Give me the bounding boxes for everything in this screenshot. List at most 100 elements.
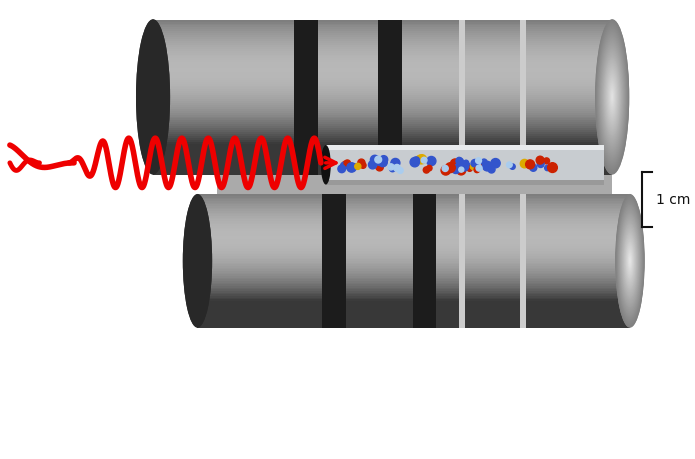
Polygon shape — [197, 212, 630, 213]
Polygon shape — [153, 168, 612, 169]
Polygon shape — [153, 73, 612, 75]
Circle shape — [510, 164, 515, 170]
Ellipse shape — [183, 195, 212, 328]
Ellipse shape — [607, 74, 617, 121]
Polygon shape — [197, 271, 630, 273]
Polygon shape — [153, 50, 612, 51]
Ellipse shape — [603, 57, 621, 138]
Polygon shape — [153, 142, 612, 145]
Circle shape — [543, 158, 550, 164]
Polygon shape — [326, 180, 604, 185]
Polygon shape — [153, 102, 612, 104]
Circle shape — [548, 163, 557, 173]
Circle shape — [442, 166, 448, 172]
Circle shape — [491, 159, 500, 168]
Circle shape — [488, 167, 495, 174]
Polygon shape — [153, 145, 612, 146]
Polygon shape — [197, 252, 630, 253]
Ellipse shape — [597, 29, 627, 166]
Ellipse shape — [625, 238, 635, 284]
Ellipse shape — [598, 34, 626, 162]
Circle shape — [418, 156, 425, 163]
Ellipse shape — [596, 22, 629, 174]
Ellipse shape — [628, 250, 632, 273]
Ellipse shape — [616, 197, 644, 325]
Ellipse shape — [620, 217, 640, 307]
Polygon shape — [197, 297, 630, 298]
Ellipse shape — [600, 40, 625, 155]
Polygon shape — [197, 290, 630, 291]
Polygon shape — [153, 42, 612, 44]
Ellipse shape — [621, 218, 639, 303]
Polygon shape — [153, 92, 612, 94]
Polygon shape — [294, 21, 318, 175]
Ellipse shape — [605, 62, 620, 133]
Ellipse shape — [615, 195, 645, 328]
Polygon shape — [153, 127, 612, 129]
Polygon shape — [153, 131, 612, 133]
Polygon shape — [197, 293, 630, 295]
Circle shape — [413, 157, 419, 164]
Polygon shape — [197, 260, 630, 262]
Ellipse shape — [628, 253, 632, 269]
Ellipse shape — [598, 33, 626, 162]
Polygon shape — [153, 129, 612, 131]
Ellipse shape — [619, 208, 641, 314]
Circle shape — [537, 161, 544, 168]
Ellipse shape — [624, 233, 636, 289]
Ellipse shape — [597, 28, 628, 168]
Ellipse shape — [607, 78, 616, 118]
Polygon shape — [153, 86, 612, 88]
Polygon shape — [153, 169, 612, 172]
Circle shape — [474, 168, 480, 173]
Ellipse shape — [603, 54, 622, 142]
Ellipse shape — [600, 45, 624, 150]
Circle shape — [388, 164, 394, 171]
Polygon shape — [197, 258, 630, 260]
Polygon shape — [197, 255, 630, 257]
Ellipse shape — [598, 32, 627, 164]
Polygon shape — [197, 326, 630, 328]
Polygon shape — [153, 121, 612, 123]
Ellipse shape — [609, 84, 615, 112]
Polygon shape — [197, 302, 630, 303]
Ellipse shape — [619, 208, 641, 315]
Polygon shape — [153, 100, 612, 102]
Polygon shape — [197, 195, 630, 196]
Ellipse shape — [618, 207, 642, 316]
Circle shape — [379, 158, 387, 168]
Ellipse shape — [605, 65, 619, 130]
Polygon shape — [153, 65, 612, 67]
Ellipse shape — [629, 257, 631, 265]
Polygon shape — [197, 236, 630, 238]
Polygon shape — [153, 154, 612, 156]
Polygon shape — [153, 113, 612, 115]
Polygon shape — [197, 286, 630, 288]
Ellipse shape — [612, 95, 613, 101]
Polygon shape — [153, 40, 612, 42]
Circle shape — [545, 166, 550, 171]
Ellipse shape — [615, 195, 645, 328]
Polygon shape — [153, 61, 612, 63]
Ellipse shape — [598, 31, 627, 164]
Ellipse shape — [599, 37, 626, 158]
Circle shape — [530, 165, 537, 172]
Polygon shape — [197, 291, 630, 293]
Polygon shape — [197, 245, 630, 246]
Ellipse shape — [617, 203, 643, 320]
Ellipse shape — [620, 217, 639, 305]
Polygon shape — [197, 276, 630, 278]
Polygon shape — [153, 32, 612, 34]
Circle shape — [459, 162, 468, 172]
Polygon shape — [197, 262, 630, 263]
Ellipse shape — [608, 78, 616, 118]
Polygon shape — [153, 162, 612, 164]
Ellipse shape — [603, 54, 622, 141]
Ellipse shape — [619, 213, 641, 309]
Circle shape — [347, 163, 357, 173]
Circle shape — [536, 157, 544, 165]
Polygon shape — [153, 94, 612, 96]
Circle shape — [389, 166, 395, 173]
Polygon shape — [521, 195, 526, 328]
Ellipse shape — [607, 73, 618, 123]
